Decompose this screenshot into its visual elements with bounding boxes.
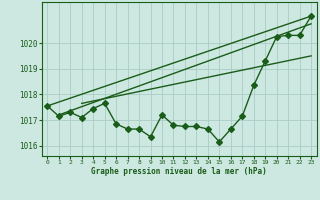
X-axis label: Graphe pression niveau de la mer (hPa): Graphe pression niveau de la mer (hPa) [91, 167, 267, 176]
